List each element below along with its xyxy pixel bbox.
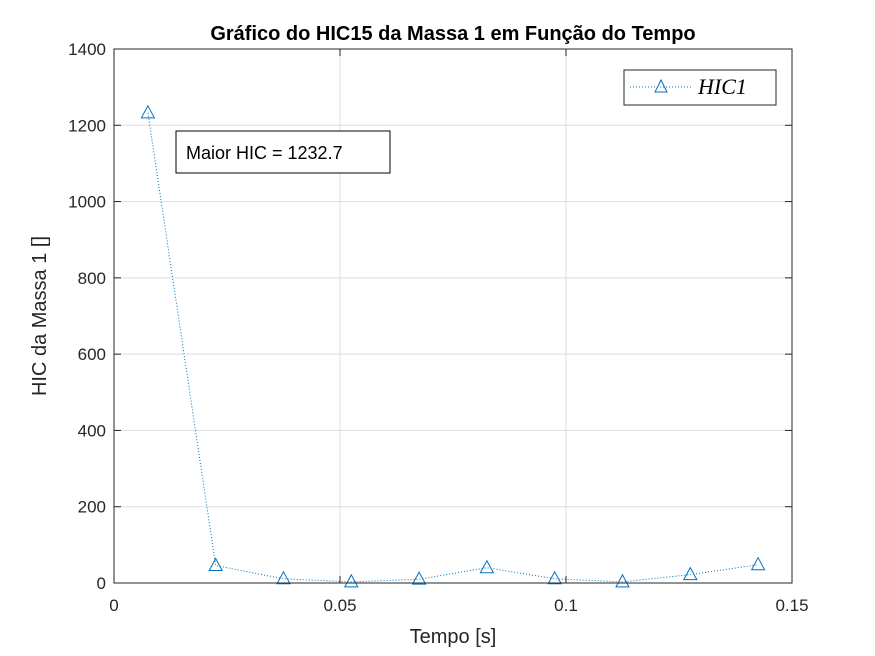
y-tick-label: 400 (78, 421, 106, 440)
annotation-frame (175, 130, 391, 174)
chart-title: Gráfico do HIC15 da Massa 1 em Função do… (210, 23, 695, 45)
y-tick-label: 1200 (68, 116, 106, 135)
plot-area (114, 49, 792, 583)
legend: HIC1 (623, 69, 777, 106)
x-tick-label: 0 (109, 596, 118, 615)
legend-entry-label: HIC1 (697, 74, 747, 99)
legend-marker (654, 78, 668, 93)
y-tick-label: 200 (78, 498, 106, 517)
series-line (147, 112, 759, 583)
annotation-box: Maior HIC = 1232.7 (175, 130, 391, 174)
data-point (750, 556, 766, 571)
x-tick-label: 0.15 (775, 596, 808, 615)
x-tick-label: 0.05 (323, 596, 356, 615)
data-point (479, 559, 495, 574)
data-point (276, 570, 291, 585)
x-tick-label: 0.1 (554, 596, 578, 615)
data-point (208, 557, 224, 571)
y-axis-label: HIC da Massa 1 [] (29, 236, 51, 396)
data-point (547, 570, 563, 585)
series-layer (140, 104, 766, 588)
y-tick-label: 600 (78, 345, 106, 364)
data-point (343, 573, 359, 588)
data-point (682, 566, 698, 581)
ticks: 0 0.05 0.1 0.15 0 200 400 600 800 1000 1200 1400 (68, 40, 808, 615)
y-tick-label: 0 (97, 574, 106, 593)
data-point (140, 104, 156, 119)
annotation-text: Maior HIC = 1232.7 (186, 143, 343, 163)
data-point (615, 573, 630, 588)
y-tick-label: 1400 (68, 40, 106, 59)
x-axis-label: Tempo [s] (410, 626, 497, 648)
data-point (411, 571, 427, 585)
y-tick-label: 800 (78, 269, 106, 288)
plot-border (113, 48, 793, 584)
legend-frame (623, 69, 777, 106)
y-tick-label: 1000 (68, 193, 106, 212)
